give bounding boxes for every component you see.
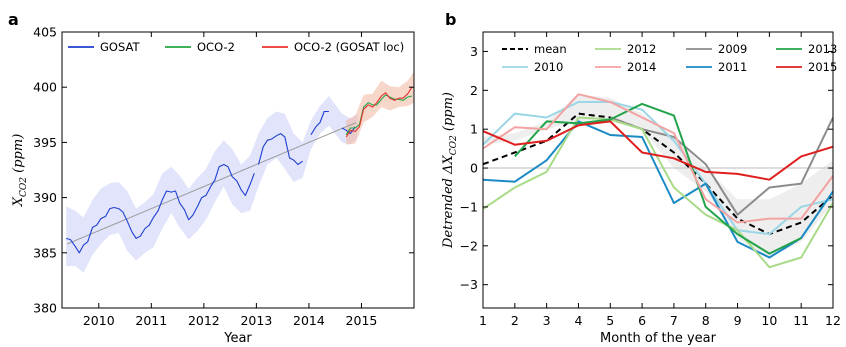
x-tick-label: 12 [825, 313, 841, 328]
y-axis-label: XCO2 (ppm) [11, 134, 29, 208]
series-line-7-0 [483, 120, 833, 181]
panel-a: a 2010 2011 2012 2013 2014 2015 380 385 390 395 400… [8, 10, 415, 346]
series-line-0-0 [66, 163, 255, 254]
panel-label: b [445, 10, 456, 29]
x-tick-label: 1 [479, 313, 487, 328]
x-tick-label: 3 [543, 313, 551, 328]
x-tick-label: 6 [638, 313, 646, 328]
legend: mean 2009 2010 2011 2012 2013 2014 2015 [502, 42, 837, 74]
series-line-0-2 [310, 110, 329, 135]
x-tick-label: 8 [702, 313, 710, 328]
legend-label-1: 2009 [718, 42, 747, 56]
y-tick-label: −3 [460, 277, 478, 292]
legend-label-5: 2013 [808, 42, 837, 56]
legend-label-6: 2014 [627, 60, 656, 74]
series-line-4-0 [483, 116, 833, 269]
x-tick-label: 7 [670, 313, 678, 328]
x-tick-label: 2010 [83, 313, 115, 328]
series-line-3-0 [483, 120, 833, 259]
series-line-1-0 [345, 94, 413, 135]
plot-frame [61, 31, 415, 309]
legend-label-4: 2012 [627, 42, 656, 56]
series-line-1-0 [609, 116, 833, 216]
y-axis-label-part: X [11, 196, 26, 207]
legend-label-1: OCO-2 [197, 40, 235, 54]
spread-band [483, 94, 833, 258]
y-tick-label: 395 [33, 135, 57, 150]
x-tick-label: 5 [606, 313, 614, 328]
y-tick-label: 2 [470, 83, 478, 98]
y-tick-label: 3 [470, 44, 478, 59]
y-axis-label-unit: (ppm) [441, 92, 456, 135]
legend: GOSAT OCO-2 OCO-2 (GOSAT loc) [68, 40, 404, 54]
x-tick-label: 2013 [240, 313, 272, 328]
x-tick-label: 2011 [135, 313, 167, 328]
legend-label-0: mean [534, 42, 567, 56]
series-line-0-0 [483, 112, 833, 236]
x-tick-label: 4 [574, 313, 582, 328]
y-tick-label: −2 [460, 238, 478, 253]
y-axis-label-sub: CO2 [449, 135, 459, 155]
y-axis-label-sub: CO2 [19, 177, 29, 197]
x-axis-label: Year [223, 331, 252, 346]
y-tick-label: 1 [470, 122, 478, 137]
plot-area [66, 71, 414, 273]
y-axis-label-unit: (ppm) [11, 134, 26, 177]
y-tick-label: 400 [33, 80, 57, 95]
x-tick-label: 9 [734, 313, 742, 328]
series-line-2-0 [345, 86, 413, 138]
legend-label-7: 2015 [808, 60, 837, 74]
trend-line [67, 122, 357, 245]
series-line-6-0 [483, 93, 833, 224]
y-tick-label: 405 [33, 25, 57, 40]
plot-area [483, 93, 833, 269]
y-tick-label: 380 [33, 301, 57, 316]
x-tick-label: 11 [793, 313, 809, 328]
x-tick-label: 2012 [188, 313, 220, 328]
y-tick-label: −1 [460, 199, 478, 214]
x-axis-label: Month of the year [600, 331, 717, 346]
x-tick-label: 2014 [293, 313, 325, 328]
y-tick-label: 0 [470, 161, 478, 176]
band-2 [346, 71, 414, 145]
y-tick-label: 390 [33, 190, 57, 205]
x-tick-label: 2 [511, 313, 519, 328]
legend-label-3: 2011 [718, 60, 747, 74]
series-line-5-0 [514, 102, 802, 255]
legend-label-0: GOSAT [100, 40, 140, 54]
series-line-0-1 [257, 133, 303, 166]
plot-frame [482, 31, 834, 309]
legend-label-2: OCO-2 (GOSAT loc) [294, 40, 404, 54]
y-tick-label: 385 [33, 245, 57, 260]
x-tick-label: 10 [761, 313, 777, 328]
y-axis-label-part: Detrended ΔX [441, 155, 456, 249]
panel-label: a [8, 10, 19, 29]
x-tick-label: 2015 [346, 313, 378, 328]
legend-label-2: 2010 [534, 60, 563, 74]
y-axis-label: Detrended ΔXCO2 (ppm) [441, 92, 459, 249]
